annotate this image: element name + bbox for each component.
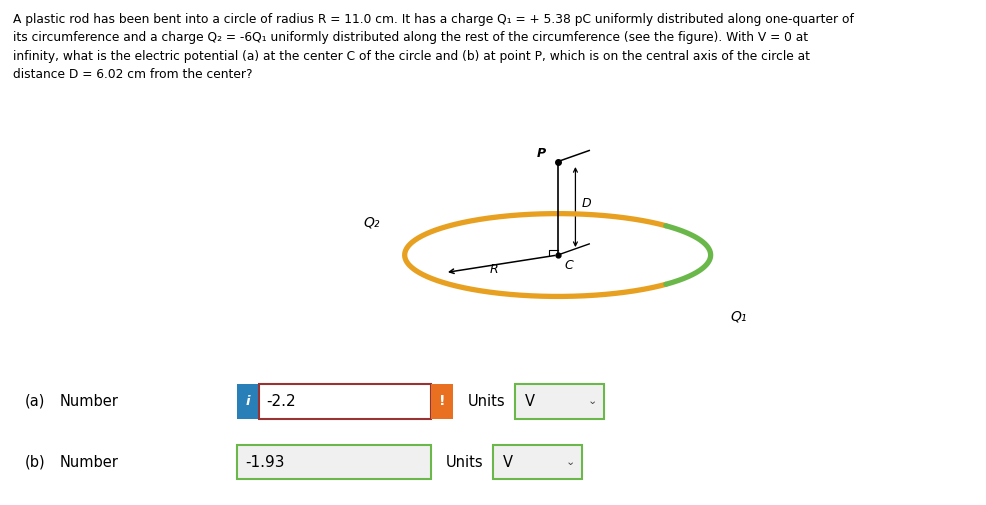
Text: (b): (b) — [25, 454, 45, 470]
Text: P: P — [536, 146, 545, 160]
Text: Q₁: Q₁ — [730, 309, 746, 323]
Text: D: D — [581, 197, 591, 210]
Text: Units: Units — [446, 454, 483, 470]
FancyBboxPatch shape — [493, 445, 582, 479]
Text: A plastic rod has been bent into a circle of radius R = 11.0 cm. It has a charge: A plastic rod has been bent into a circl… — [13, 13, 853, 81]
Text: Number: Number — [59, 394, 118, 409]
Text: V: V — [503, 454, 513, 470]
Text: C: C — [564, 259, 573, 272]
FancyBboxPatch shape — [258, 384, 431, 419]
Text: Number: Number — [59, 454, 118, 470]
Text: Q₂: Q₂ — [363, 216, 380, 230]
Text: i: i — [246, 395, 249, 408]
Text: -2.2: -2.2 — [266, 394, 296, 409]
FancyBboxPatch shape — [515, 384, 603, 419]
Text: V: V — [525, 394, 534, 409]
Text: !: ! — [439, 394, 445, 409]
Text: ⌄: ⌄ — [587, 396, 597, 407]
FancyBboxPatch shape — [237, 445, 431, 479]
FancyBboxPatch shape — [431, 384, 453, 419]
Text: Units: Units — [467, 394, 505, 409]
Text: R: R — [489, 263, 497, 276]
Text: ⌄: ⌄ — [565, 457, 575, 467]
Text: (a): (a) — [25, 394, 45, 409]
FancyBboxPatch shape — [237, 384, 258, 419]
Text: -1.93: -1.93 — [245, 454, 284, 470]
